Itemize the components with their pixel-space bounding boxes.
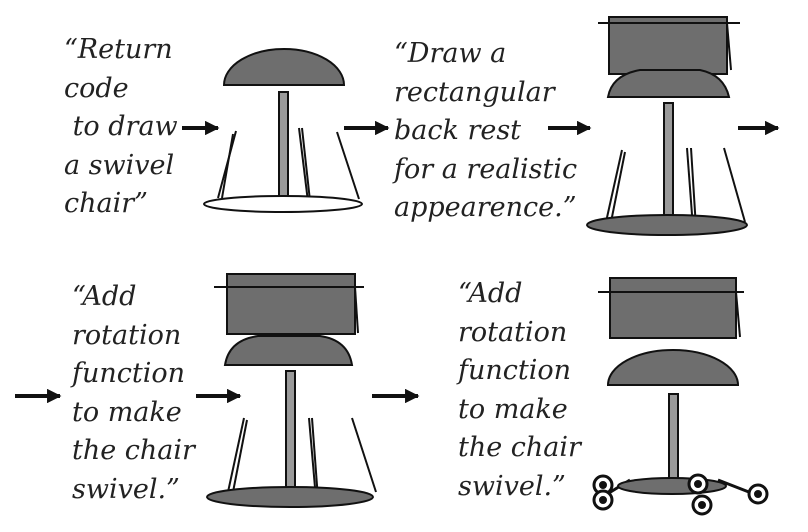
caption-line: to make (72, 396, 182, 428)
caption-line: appearence.” (394, 192, 577, 223)
chair-seat (606, 349, 740, 386)
chair-leg (311, 417, 319, 500)
caption-line: swivel.” (458, 470, 566, 502)
chair-backrest (609, 277, 737, 339)
chair-base (203, 195, 363, 213)
caption-return-code: “Return code to draw a swivel chair” (64, 31, 178, 224)
caption-line: the chair (72, 435, 195, 466)
chair-backrest (226, 273, 356, 335)
chair-leg (227, 417, 245, 493)
chair-base (586, 214, 748, 236)
wheel-icon (599, 481, 607, 489)
chair-leg (610, 151, 626, 223)
backrest-post (735, 291, 741, 338)
chair-base (617, 477, 727, 495)
caption-line: “Add (458, 278, 523, 309)
backrest-post (726, 22, 732, 71)
chair-leg (351, 417, 377, 493)
caption-rotation-1: “Add rotation function to make the chair… (72, 278, 195, 509)
chair-pole (278, 91, 289, 201)
backrest-post (354, 286, 359, 334)
chair-pole (668, 393, 679, 485)
chair-pole (285, 370, 296, 496)
caption-line: function (72, 358, 186, 389)
caption-line: for a realistic (394, 153, 578, 185)
chair-drawing-rotation-2 (592, 277, 769, 516)
caption-line: a swivel (64, 149, 175, 181)
chair-seat (606, 69, 731, 98)
chair-base (206, 486, 374, 508)
caption-line: code (64, 72, 129, 104)
caption-line: rotation (458, 316, 568, 348)
chair-leg (308, 417, 317, 500)
caption-line: to draw (64, 111, 178, 142)
chair-leg (336, 131, 360, 200)
caption-line: to make (458, 393, 568, 425)
caption-line: rotation (72, 319, 182, 351)
chair-drawing-basic (203, 48, 363, 213)
caption-line: “Add (72, 281, 137, 312)
caption-line: “Draw a (394, 38, 507, 69)
caption-line: function (458, 355, 572, 386)
chair-drawing-rotation-1 (206, 273, 377, 508)
chair-seat (222, 48, 346, 86)
caption-line: chair” (64, 188, 148, 219)
caption-line: swivel.” (72, 473, 180, 505)
chair-drawing-back-rest (586, 16, 748, 236)
wheel-icon (694, 480, 702, 488)
chair-leg (221, 133, 234, 199)
caption-rotation-2: “Add rotation function to make the chair… (458, 275, 581, 506)
chair-backrest (608, 16, 728, 75)
caption-back-rest: “Draw a rectangular back rest for a real… (394, 35, 577, 228)
chair-leg (723, 147, 746, 223)
caption-line: the chair (458, 432, 581, 463)
chair-pole (663, 102, 674, 219)
wheel-icon (698, 501, 706, 509)
chair-leg (605, 149, 623, 223)
caption-line: “Return (64, 34, 173, 65)
wheel-icon (754, 490, 762, 498)
chair-seat (223, 335, 354, 366)
caption-line: back rest (394, 115, 522, 146)
caption-line: rectangular (394, 76, 555, 108)
chair-leg (232, 419, 248, 493)
wheel-icon (599, 496, 607, 504)
